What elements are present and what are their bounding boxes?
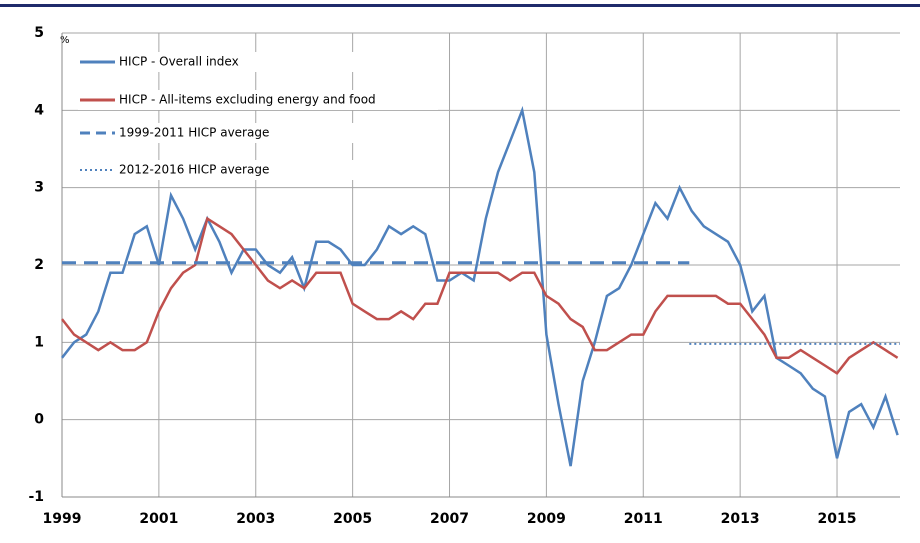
y-tick-label: -1 — [28, 489, 44, 505]
legend-bg — [78, 52, 438, 72]
x-tick-label: 2003 — [236, 511, 275, 527]
x-tick-label: 1999 — [43, 511, 82, 527]
legend-label: HICP - All-items excluding energy and fo… — [119, 93, 376, 107]
top-rule — [0, 4, 920, 7]
y-tick-label: 0 — [34, 412, 44, 428]
legend-bg — [78, 90, 438, 110]
y-tick-label: 4 — [34, 102, 44, 118]
legend-bg — [78, 160, 438, 180]
x-tick-label: 2005 — [333, 511, 372, 527]
x-tick-label: 2009 — [527, 511, 566, 527]
legend-bg — [78, 123, 438, 143]
series-line — [61, 216, 899, 375]
y-tick-label: 3 — [34, 180, 44, 196]
x-tick-label: 2015 — [818, 511, 857, 527]
series-line — [61, 105, 899, 467]
y-tick-label: 2 — [34, 257, 44, 273]
x-tick-label: 2011 — [624, 511, 663, 527]
legend-label: 1999-2011 HICP average — [119, 126, 269, 140]
legend-label: HICP - Overall index — [119, 55, 239, 69]
x-tick-label: 2001 — [139, 511, 178, 527]
x-tick-label: 2013 — [721, 511, 760, 527]
legend-label: 2012-2016 HICP average — [119, 163, 269, 177]
x-tick-label: 2007 — [430, 511, 469, 527]
y-tick-label: 5 — [34, 25, 44, 41]
y-tick-label: 1 — [34, 334, 44, 350]
y-unit: % — [60, 35, 70, 46]
